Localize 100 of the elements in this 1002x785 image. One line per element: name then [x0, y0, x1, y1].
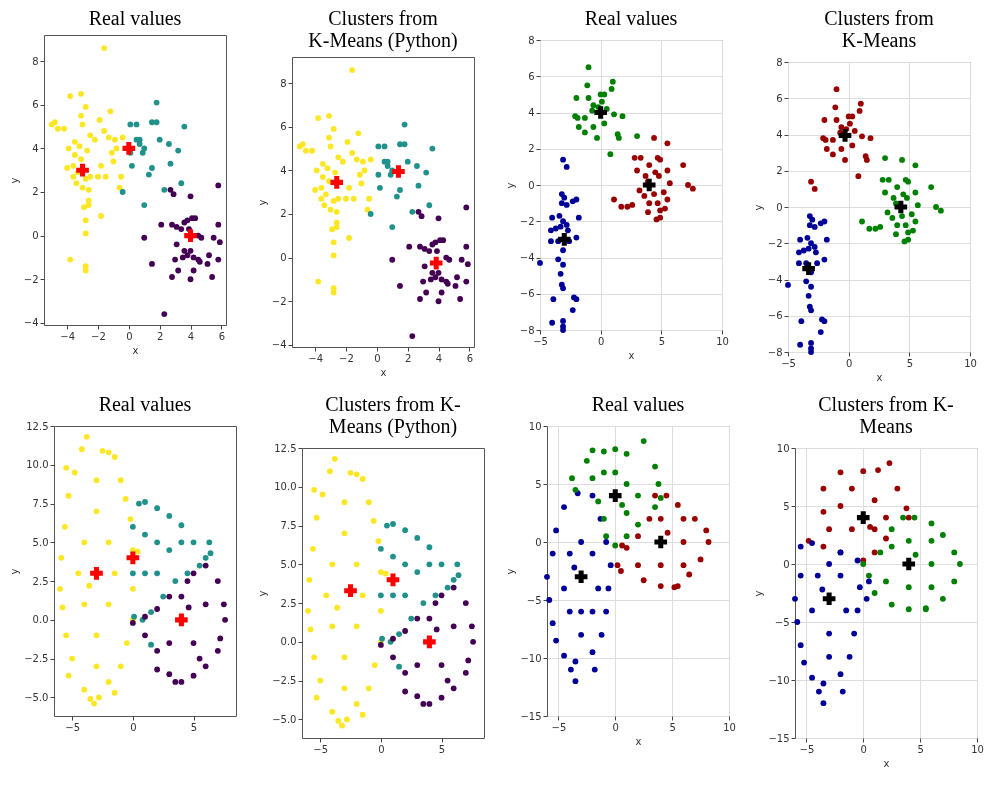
x-tick-label: 0 — [612, 721, 619, 733]
x-tick-label: 5 — [669, 721, 676, 733]
y-tick-label: 0.0 — [280, 636, 297, 648]
x-tick-label: 0 — [860, 743, 867, 755]
y-tick-label: 12.5 — [274, 442, 297, 454]
y-tick-label: −4 — [519, 252, 535, 263]
y-tick-label: −2 — [519, 215, 535, 227]
chart-title: Clusters from K- Means (Python) — [325, 393, 461, 438]
y-tick-label: 10.0 — [274, 481, 297, 493]
x-tick-label: −5 — [313, 743, 329, 755]
y-tick-label: −2.5 — [24, 653, 49, 665]
x-tick-label: 5 — [190, 721, 198, 733]
y-axis-title: y — [9, 568, 21, 575]
y-tick-label: 10 — [528, 420, 542, 432]
x-tick-label: 0 — [130, 721, 137, 733]
x-tick-label: 4 — [435, 352, 443, 364]
y-tick-label: 5 — [783, 500, 790, 512]
y-tick-label: 8 — [32, 55, 39, 67]
y-tick-label: 7.5 — [280, 520, 297, 532]
x-tick-label: 5 — [917, 743, 924, 755]
y-tick-label: 0 — [32, 230, 39, 242]
x-tick-label: −2 — [339, 352, 354, 364]
y-tick-label: −2 — [271, 295, 287, 307]
x-tick-label: 5 — [438, 743, 446, 755]
y-tick-label: 10.0 — [26, 459, 49, 471]
chart-title: Real values — [591, 393, 685, 415]
y-tick-label: 0 — [528, 179, 535, 191]
y-tick-label: 5.0 — [32, 536, 49, 548]
x-axis-title: x — [380, 366, 387, 378]
x-tick-label: 0 — [845, 357, 853, 369]
y-tick-label: 0 — [783, 558, 790, 570]
y-tick-label: 6 — [280, 121, 287, 133]
y-tick-label: −6 — [767, 310, 783, 322]
x-tick-label: 0 — [597, 335, 605, 347]
y-tick-label: −2 — [767, 237, 783, 249]
y-tick-label: −4 — [23, 317, 39, 329]
y-axis-title: y — [505, 568, 517, 575]
chart-title: Real values — [584, 7, 678, 29]
x-axis-title: x — [628, 349, 635, 361]
y-tick-label: 2.5 — [32, 575, 49, 587]
y-tick-label: 7.5 — [32, 498, 49, 510]
y-axis-title: y — [504, 182, 516, 189]
chart-title: Clusters from K-Means — [824, 7, 935, 51]
x-tick-label: −2 — [91, 330, 106, 342]
y-tick-label: −2 — [23, 273, 39, 285]
x-tick-label: 0 — [378, 743, 385, 755]
y-axis-title: y — [256, 199, 268, 206]
y-tick-label: 8 — [280, 77, 287, 89]
y-tick-label: −2.5 — [272, 675, 297, 687]
y-tick-label: 4 — [32, 142, 39, 154]
y-tick-label: 2.5 — [280, 597, 297, 609]
y-tick-label: 4 — [280, 164, 287, 176]
y-axis-title: y — [753, 590, 765, 597]
chart-title: Real values — [98, 393, 192, 415]
y-tick-label: 2 — [32, 186, 39, 198]
y-tick-label: 2 — [776, 165, 783, 177]
y-tick-label: 4 — [776, 129, 783, 140]
x-axis-title: x — [635, 735, 642, 747]
x-tick-label: −5 — [551, 721, 567, 733]
y-tick-label: −5 — [526, 594, 542, 606]
x-tick-label: 0 — [374, 352, 381, 364]
y-tick-label: 6 — [528, 70, 535, 82]
y-tick-label: −10 — [768, 674, 790, 686]
x-tick-label: −4 — [60, 330, 76, 342]
y-tick-label: 12.5 — [26, 420, 49, 432]
y-tick-label: 4 — [528, 107, 535, 118]
y-tick-label: 0.0 — [32, 614, 49, 626]
y-axis-title: y — [257, 590, 269, 597]
y-tick-label: −5.0 — [272, 713, 297, 725]
x-tick-label: 5 — [658, 335, 666, 347]
x-tick-label: −5 — [65, 721, 81, 733]
y-tick-label: −8 — [767, 346, 783, 358]
y-axis-title: y — [8, 177, 20, 184]
x-axis-title: x — [876, 371, 883, 383]
chart-title: Real values — [88, 7, 182, 29]
y-tick-label: 6 — [776, 92, 783, 104]
x-tick-label: 5 — [906, 357, 914, 369]
x-tick-label: 10 — [964, 357, 977, 369]
x-tick-label: 10 — [971, 743, 984, 755]
y-tick-label: 8 — [776, 56, 783, 68]
y-tick-label: −8 — [519, 324, 535, 336]
y-tick-label: 0 — [776, 201, 783, 213]
y-tick-label: −6 — [519, 288, 535, 300]
y-tick-label: 2 — [280, 208, 287, 220]
chart-title: Clusters from K- Means — [818, 393, 954, 437]
x-tick-label: −4 — [308, 352, 324, 364]
y-tick-label: −15 — [768, 732, 790, 744]
x-tick-label: 10 — [716, 335, 729, 347]
y-tick-label: −5 — [774, 616, 790, 628]
x-tick-label: 2 — [404, 352, 412, 364]
chart-title: Clusters from K-Means (Python) — [308, 7, 458, 52]
x-tick-label: 6 — [218, 330, 226, 342]
x-tick-label: 4 — [187, 330, 195, 342]
x-axis-title: x — [883, 757, 890, 769]
y-tick-label: 5.0 — [280, 558, 297, 570]
y-tick-label: −10 — [520, 652, 542, 664]
x-tick-label: 6 — [466, 352, 474, 364]
y-tick-label: 0 — [535, 536, 542, 548]
y-tick-label: 10 — [776, 442, 790, 454]
y-tick-label: −5.0 — [24, 691, 49, 703]
